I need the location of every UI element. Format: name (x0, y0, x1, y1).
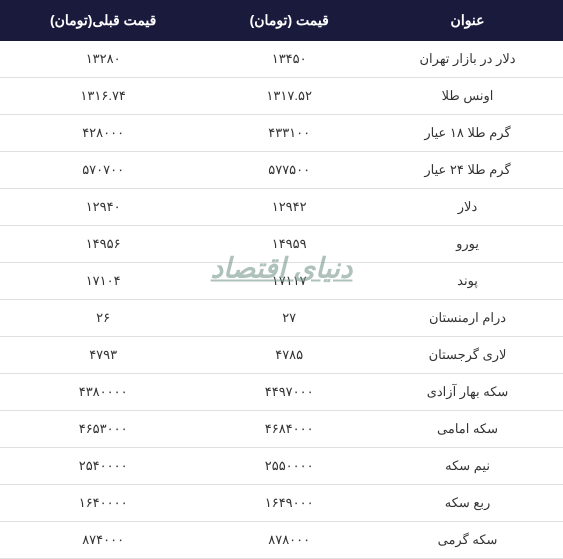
cell-prev-price: ۱۳۱۶.۷۴ (0, 78, 206, 115)
cell-prev-price: ۵۷۰۷۰۰ (0, 152, 206, 189)
cell-price: ۲۷ (206, 300, 372, 337)
cell-prev-price: ۸۷۴۰۰۰ (0, 522, 206, 559)
cell-title: سکه بهار آزادی (372, 374, 563, 411)
cell-title: نیم سکه (372, 448, 563, 485)
cell-price: ۴۳۳۱۰۰ (206, 115, 372, 152)
header-title: عنوان (372, 0, 563, 41)
table-row: گرم طلا ۱۸ عیار۴۳۳۱۰۰۴۲۸۰۰۰ (0, 115, 563, 152)
table-header-row: عنوان قیمت (تومان) قیمت قبلی(تومان) (0, 0, 563, 41)
table-row: دلار۱۲۹۴۲۱۲۹۴۰ (0, 189, 563, 226)
price-table: عنوان قیمت (تومان) قیمت قبلی(تومان) دلار… (0, 0, 563, 559)
cell-prev-price: ۱۶۴۰۰۰۰ (0, 485, 206, 522)
table-row: گرم طلا ۲۴ عیار۵۷۷۵۰۰۵۷۰۷۰۰ (0, 152, 563, 189)
cell-title: درام ارمنستان (372, 300, 563, 337)
header-price: قیمت (تومان) (206, 0, 372, 41)
table-row: نیم سکه۲۵۵۰۰۰۰۲۵۴۰۰۰۰ (0, 448, 563, 485)
cell-prev-price: ۱۲۹۴۰ (0, 189, 206, 226)
cell-price: ۴۶۸۴۰۰۰ (206, 411, 372, 448)
table-row: اونس طلا۱۳۱۷.۵۲۱۳۱۶.۷۴ (0, 78, 563, 115)
cell-title: پوند (372, 263, 563, 300)
cell-title: ربع سکه (372, 485, 563, 522)
cell-prev-price: ۲۶ (0, 300, 206, 337)
table-body: دلار در بازار تهران۱۳۴۵۰۱۳۲۸۰اونس طلا۱۳۱… (0, 41, 563, 559)
table-row: ربع سکه۱۶۴۹۰۰۰۱۶۴۰۰۰۰ (0, 485, 563, 522)
cell-prev-price: ۱۴۹۵۶ (0, 226, 206, 263)
cell-price: ۴۷۸۵ (206, 337, 372, 374)
table-row: پوند۱۷۱۱۷۱۷۱۰۴ (0, 263, 563, 300)
cell-prev-price: ۱۳۲۸۰ (0, 41, 206, 78)
cell-price: ۱۴۹۵۹ (206, 226, 372, 263)
cell-price: ۸۷۸۰۰۰ (206, 522, 372, 559)
cell-prev-price: ۲۵۴۰۰۰۰ (0, 448, 206, 485)
cell-title: سکه امامی (372, 411, 563, 448)
cell-title: سکه گرمی (372, 522, 563, 559)
cell-prev-price: ۴۶۵۳۰۰۰ (0, 411, 206, 448)
cell-title: یورو (372, 226, 563, 263)
cell-price: ۱۳۱۷.۵۲ (206, 78, 372, 115)
cell-price: ۱۷۱۱۷ (206, 263, 372, 300)
cell-prev-price: ۴۳۸۰۰۰۰ (0, 374, 206, 411)
cell-prev-price: ۴۲۸۰۰۰ (0, 115, 206, 152)
table-row: یورو۱۴۹۵۹۱۴۹۵۶ (0, 226, 563, 263)
cell-price: ۲۵۵۰۰۰۰ (206, 448, 372, 485)
cell-price: ۱۳۴۵۰ (206, 41, 372, 78)
table-row: دلار در بازار تهران۱۳۴۵۰۱۳۲۸۰ (0, 41, 563, 78)
table-row: سکه بهار آزادی۴۴۹۷۰۰۰۴۳۸۰۰۰۰ (0, 374, 563, 411)
cell-title: گرم طلا ۱۸ عیار (372, 115, 563, 152)
price-table-container: عنوان قیمت (تومان) قیمت قبلی(تومان) دلار… (0, 0, 563, 559)
header-prev-price: قیمت قبلی(تومان) (0, 0, 206, 41)
table-row: درام ارمنستان۲۷۲۶ (0, 300, 563, 337)
cell-prev-price: ۴۷۹۳ (0, 337, 206, 374)
cell-price: ۱۲۹۴۲ (206, 189, 372, 226)
table-row: لاری گرجستان۴۷۸۵۴۷۹۳ (0, 337, 563, 374)
cell-title: اونس طلا (372, 78, 563, 115)
cell-title: دلار (372, 189, 563, 226)
cell-title: لاری گرجستان (372, 337, 563, 374)
cell-price: ۱۶۴۹۰۰۰ (206, 485, 372, 522)
cell-price: ۵۷۷۵۰۰ (206, 152, 372, 189)
cell-title: گرم طلا ۲۴ عیار (372, 152, 563, 189)
table-row: سکه گرمی۸۷۸۰۰۰۸۷۴۰۰۰ (0, 522, 563, 559)
cell-price: ۴۴۹۷۰۰۰ (206, 374, 372, 411)
table-row: سکه امامی۴۶۸۴۰۰۰۴۶۵۳۰۰۰ (0, 411, 563, 448)
cell-prev-price: ۱۷۱۰۴ (0, 263, 206, 300)
cell-title: دلار در بازار تهران (372, 41, 563, 78)
